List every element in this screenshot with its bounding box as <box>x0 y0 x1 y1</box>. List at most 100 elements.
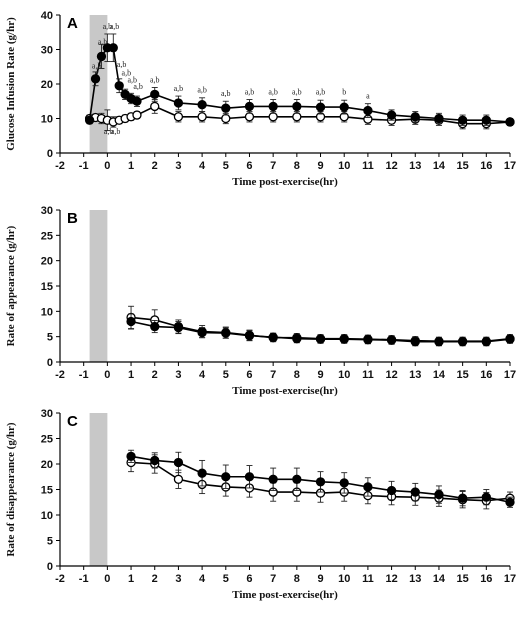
significance-annotation: a,b <box>98 37 108 46</box>
x-tick-label: 8 <box>294 573 300 585</box>
data-point-filled <box>197 468 207 478</box>
y-tick-label: 40 <box>41 10 53 22</box>
x-tick-label: 14 <box>433 160 446 172</box>
data-point-filled <box>90 74 101 84</box>
data-point-filled <box>315 102 326 112</box>
x-tick-label: 0 <box>104 573 110 585</box>
x-tick-label: 7 <box>270 160 276 172</box>
data-point-open <box>244 112 255 122</box>
x-tick-label: 9 <box>317 160 323 172</box>
data-point-filled <box>434 337 444 347</box>
data-point-filled <box>150 321 160 332</box>
data-point-filled <box>126 316 136 327</box>
data-point-filled <box>292 334 302 344</box>
significance-annotation: a,b <box>104 127 114 136</box>
x-tick-label: 5 <box>223 573 229 585</box>
x-tick-label: 9 <box>317 573 323 585</box>
data-point-filled <box>150 89 160 99</box>
y-tick-label: 0 <box>47 357 53 369</box>
data-point-filled <box>315 477 326 487</box>
data-point-filled <box>363 482 373 492</box>
data-point-open <box>173 474 184 484</box>
x-tick-label: 17 <box>504 160 516 172</box>
data-point-filled <box>114 81 124 91</box>
data-point-open <box>173 112 184 122</box>
significance-annotation: a,b <box>127 75 137 84</box>
significance-annotation: a,b <box>122 68 132 77</box>
data-point-filled <box>244 331 255 341</box>
data-point-filled <box>315 334 326 344</box>
y-axis-label: Glucose Infusion Rate (g/hr) <box>5 17 17 151</box>
x-tick-label: 2 <box>152 369 158 381</box>
data-point-open <box>221 113 231 124</box>
x-tick-label: 14 <box>433 369 446 381</box>
series-line-filled <box>88 46 511 123</box>
series-filled <box>126 449 515 508</box>
x-tick-label: 17 <box>504 369 516 381</box>
data-point-filled <box>339 478 349 488</box>
x-tick-label: 13 <box>409 573 421 585</box>
data-point-filled <box>132 96 142 106</box>
x-tick-label: 1 <box>128 369 134 381</box>
x-tick-label: 11 <box>362 160 374 172</box>
x-tick-label: -2 <box>55 573 65 585</box>
panel-label: A <box>67 15 78 32</box>
x-tick-label: 4 <box>199 160 206 172</box>
significance-annotation: a,b <box>292 87 302 96</box>
data-point-filled <box>126 451 136 462</box>
x-tick-label: 16 <box>480 160 492 172</box>
x-tick-label: 12 <box>385 369 397 381</box>
y-tick-label: 30 <box>41 408 53 420</box>
significance-annotation: a,b <box>111 127 121 136</box>
x-tick-label: 6 <box>246 369 252 381</box>
x-tick-label: 8 <box>294 160 300 172</box>
x-tick-label: 2 <box>152 573 158 585</box>
series-filled <box>84 33 515 127</box>
x-tick-label: 16 <box>480 573 492 585</box>
data-point-filled <box>505 497 515 507</box>
x-tick-label: 6 <box>246 160 252 172</box>
significance-annotation: a,b <box>221 89 231 98</box>
significance-annotation: a,b <box>92 61 102 70</box>
significance-annotation: a,b <box>316 87 326 96</box>
data-point-filled <box>268 101 278 112</box>
x-tick-label: 12 <box>385 573 397 585</box>
data-point-filled <box>410 487 420 497</box>
x-tick-label: 11 <box>362 573 374 585</box>
x-axis-label: Time post-exercise(hr) <box>232 385 338 397</box>
x-tick-label: 7 <box>270 573 276 585</box>
y-tick-label: 5 <box>47 332 53 344</box>
significance-annotation: a,b <box>150 75 160 84</box>
data-point-filled <box>268 474 278 484</box>
data-point-filled <box>434 113 444 124</box>
data-point-filled <box>292 474 302 484</box>
data-point-filled <box>505 334 515 344</box>
series-filled <box>126 313 515 347</box>
data-point-filled <box>481 337 491 347</box>
data-point-filled <box>410 112 420 122</box>
data-point-open <box>268 112 278 122</box>
data-point-filled <box>481 115 491 125</box>
data-point-filled <box>96 51 107 62</box>
data-point-filled <box>268 332 278 342</box>
data-point-filled <box>457 115 468 125</box>
data-point-filled <box>481 492 491 502</box>
data-point-open <box>292 112 302 122</box>
data-point-filled <box>386 110 397 120</box>
significance-annotation: a,b <box>245 87 255 96</box>
x-tick-label: 13 <box>409 160 421 172</box>
data-point-filled <box>363 335 373 345</box>
x-tick-label: 1 <box>128 573 134 585</box>
y-tick-label: 20 <box>41 256 53 268</box>
data-point-filled <box>173 457 184 468</box>
significance-annotation: b <box>342 87 346 96</box>
y-tick-label: 10 <box>41 306 53 318</box>
y-tick-label: 10 <box>41 114 53 126</box>
data-point-filled <box>292 101 302 112</box>
x-tick-label: 17 <box>504 573 516 585</box>
significance-annotation: a,b <box>110 22 120 31</box>
x-tick-label: 10 <box>338 160 350 172</box>
data-point-filled <box>505 117 515 127</box>
x-tick-label: 11 <box>362 369 374 381</box>
